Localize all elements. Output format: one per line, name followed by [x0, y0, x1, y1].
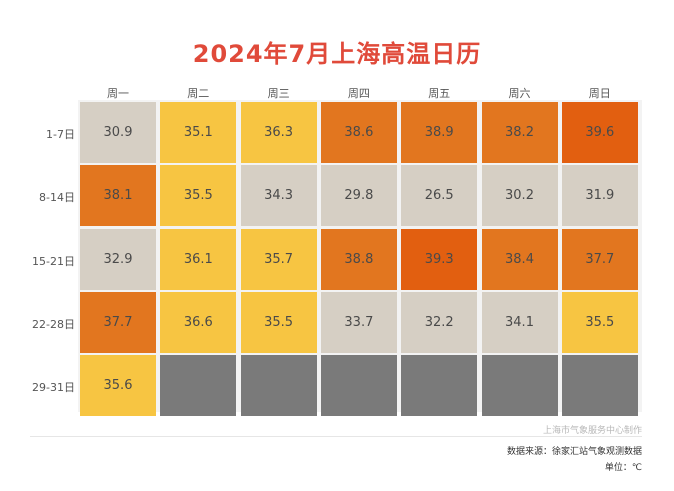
weekday-header: 周三 — [267, 87, 290, 100]
empty-day-cell — [240, 355, 317, 417]
temperature-value: 37.7 — [103, 314, 133, 330]
temperature-cell: 37.7 — [561, 228, 638, 290]
empty-day-cell — [160, 355, 237, 417]
empty-day-cell — [320, 355, 397, 417]
temperature-cell: 35.1 — [160, 102, 237, 163]
footnote-divider — [30, 436, 642, 437]
weekday-header: 周一 — [107, 87, 129, 100]
temperature-value: 36.1 — [183, 251, 213, 267]
credit-note: 上海市气象服务中心制作 — [542, 426, 642, 436]
temperature-cell: 38.6 — [320, 102, 397, 163]
temperature-value: 36.3 — [264, 125, 294, 140]
temperature-cell: 36.1 — [160, 228, 237, 290]
temperature-value: 31.9 — [585, 188, 615, 204]
temperature-cell: 39.3 — [401, 228, 478, 290]
temperature-cell: 36.3 — [240, 102, 317, 163]
weekday-header: 周四 — [347, 87, 370, 100]
weekday-header: 周六 — [508, 87, 531, 100]
temperature-cell: 33.7 — [320, 291, 397, 353]
temperature-value: 34.3 — [264, 188, 294, 204]
temperature-cell: 26.5 — [401, 165, 478, 227]
temperature-value: 36.6 — [183, 314, 213, 330]
temperature-value: 35.5 — [264, 314, 294, 330]
temperature-cell: 38.4 — [481, 228, 558, 290]
temperature-cell: 29.8 — [320, 165, 397, 227]
temperature-cell: 30.2 — [481, 165, 558, 227]
temperature-cell: 38.8 — [320, 228, 397, 290]
temperature-cell: 32.9 — [80, 228, 156, 290]
temperature-value: 38.8 — [344, 251, 374, 267]
temperature-value: 37.7 — [585, 251, 615, 267]
temperature-cell: 34.1 — [481, 291, 558, 353]
temperature-cell: 34.3 — [240, 165, 317, 227]
temperature-value: 35.6 — [103, 378, 133, 394]
temperature-cell: 35.5 — [160, 165, 237, 227]
temperature-cell: 31.9 — [561, 165, 638, 227]
temperature-value: 39.6 — [585, 125, 615, 140]
temperature-value: 35.1 — [183, 125, 213, 140]
week-range-label: 8-14日 — [39, 191, 75, 205]
temperature-value: 35.5 — [585, 314, 615, 330]
temperature-cell: 38.1 — [80, 165, 156, 227]
weekday-header: 周日 — [588, 87, 611, 100]
temperature-value: 38.1 — [103, 188, 133, 204]
temperature-value: 26.5 — [424, 188, 454, 204]
temperature-value: 32.2 — [424, 314, 454, 330]
empty-day-cell — [481, 355, 558, 417]
temperature-value: 30.2 — [505, 188, 534, 204]
temperature-cell: 39.6 — [561, 102, 638, 163]
empty-day-cell — [401, 355, 478, 417]
temperature-cell: 35.5 — [561, 291, 638, 353]
temperature-cell: 35.6 — [80, 355, 156, 417]
weekday-header: 周二 — [187, 87, 210, 100]
temperature-value: 30.9 — [103, 125, 133, 140]
week-range-label: 15-21日 — [32, 254, 75, 268]
temperature-value: 32.9 — [103, 251, 133, 267]
chart-title: 2024年7月上海高温日历 — [192, 40, 482, 68]
data-source-note: 数据来源：徐家汇站气象观测数据 — [506, 447, 642, 457]
temperature-cell: 30.9 — [80, 102, 156, 163]
temperature-value: 38.9 — [424, 125, 454, 140]
empty-day-cell — [561, 355, 638, 417]
temperature-cell: 38.2 — [481, 102, 558, 163]
temperature-value: 33.7 — [344, 314, 374, 330]
temperature-value: 39.3 — [424, 251, 454, 267]
temperature-cell: 35.7 — [240, 228, 317, 290]
temperature-value: 35.5 — [183, 188, 213, 204]
temperature-value: 35.7 — [264, 251, 294, 267]
week-range-label: 29-31日 — [32, 381, 75, 395]
temperature-value: 38.4 — [505, 251, 534, 267]
week-range-label: 22-28日 — [32, 317, 75, 331]
temperature-cell: 32.2 — [401, 291, 478, 353]
week-range-label: 1-7日 — [46, 128, 75, 141]
temperature-value: 38.6 — [344, 125, 374, 140]
temperature-cell: 36.6 — [160, 291, 237, 353]
temperature-value: 38.2 — [505, 125, 534, 140]
temperature-cell: 35.5 — [240, 291, 317, 353]
temperature-value: 34.1 — [505, 314, 534, 330]
temperature-cell: 38.9 — [401, 102, 478, 163]
unit-note: 单位：℃ — [604, 463, 642, 473]
temperature-cell: 37.7 — [80, 291, 156, 353]
temperature-value: 29.8 — [344, 188, 374, 204]
weekday-header: 周五 — [428, 87, 451, 100]
